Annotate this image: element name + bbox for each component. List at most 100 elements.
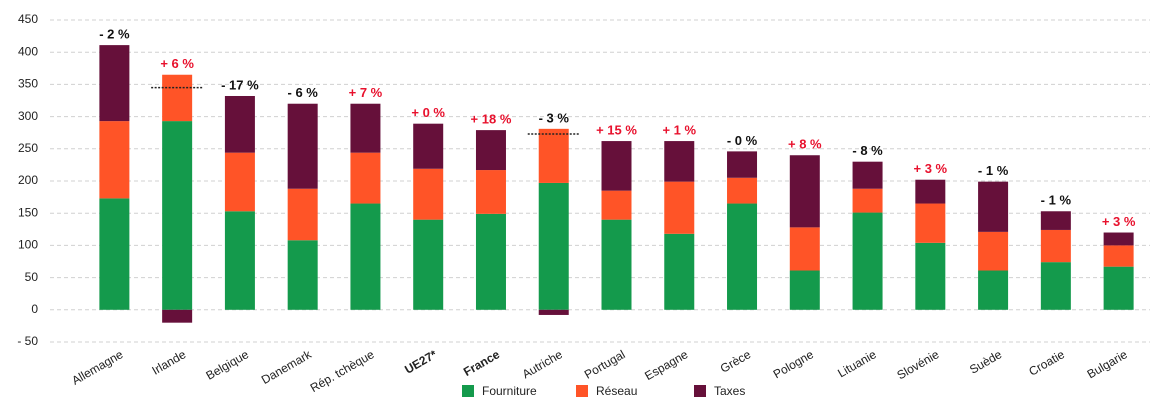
bar-segment	[727, 151, 758, 178]
y-tick-label: 50	[25, 270, 39, 284]
bar-segment	[538, 182, 569, 310]
x-tick-label: Suède	[967, 347, 1004, 377]
y-tick-label: 400	[18, 44, 38, 58]
bar-segment	[287, 103, 318, 189]
y-tick-label: 0	[31, 302, 38, 316]
bar-segment	[1040, 229, 1071, 263]
y-tick-label: 200	[18, 173, 38, 187]
x-tick-label: Irlande	[149, 347, 188, 378]
bar-annotation: - 8 %	[852, 143, 883, 158]
bar-annotation: + 3 %	[914, 161, 948, 176]
bar-segment	[1103, 232, 1134, 246]
bar-segment	[538, 309, 569, 315]
bar-annotation: - 3 %	[539, 110, 570, 125]
bar-segment	[224, 95, 255, 153]
x-tick-label: Croatie	[1026, 347, 1067, 379]
legend-swatch	[576, 385, 588, 397]
legend-label: Fourniture	[482, 384, 537, 398]
bar-segment	[475, 130, 506, 171]
x-tick-label: UE27*	[402, 347, 439, 377]
x-tick-label: Danemark	[259, 347, 315, 387]
bar-segment	[978, 270, 1009, 310]
bar-segment	[413, 123, 444, 169]
bar-segment	[538, 128, 569, 183]
x-tick-label: Allemagne	[69, 347, 125, 388]
y-tick-label: 350	[18, 77, 38, 91]
bar-segment	[1103, 245, 1134, 267]
x-tick-label: France	[461, 347, 502, 379]
bar-annotation: - 2 %	[99, 27, 130, 42]
bar-segment	[99, 45, 130, 122]
bar-segment	[915, 242, 946, 310]
bar-segment	[99, 121, 130, 199]
x-tick-label: Belgique	[204, 347, 252, 383]
bar-segment	[475, 170, 506, 214]
legend-label: Réseau	[596, 384, 637, 398]
x-tick-label: Portugal	[582, 347, 628, 381]
bar-segment	[915, 179, 946, 204]
bar-annotation: + 1 %	[662, 123, 696, 138]
bar-segment	[789, 155, 820, 228]
bar-annotation: + 18 %	[471, 112, 512, 127]
x-tick-label: Bulgarie	[1085, 347, 1130, 381]
bar-segment	[789, 227, 820, 271]
bar-segment	[350, 203, 381, 310]
x-tick-label: Pologne	[771, 347, 816, 381]
bar-annotation: + 15 %	[596, 123, 637, 138]
bar-annotation: + 7 %	[349, 85, 383, 100]
bar-segment	[162, 121, 193, 310]
bar-segment	[350, 152, 381, 204]
bar-segment	[601, 219, 632, 310]
bar-segment	[162, 74, 193, 122]
x-tick-label: Espagne	[642, 347, 690, 383]
bar-segment	[287, 188, 318, 241]
y-tick-label: - 50	[17, 334, 38, 348]
bar-annotation: + 8 %	[788, 137, 822, 152]
legend-swatch	[694, 385, 706, 397]
y-tick-label: 150	[18, 205, 38, 219]
legend-label: Taxes	[714, 384, 745, 398]
y-tick-label: 250	[18, 141, 38, 155]
bar-segment	[162, 309, 193, 323]
x-tick-label: Grèce	[718, 347, 754, 376]
bar-segment	[727, 203, 758, 310]
bar-segment	[978, 231, 1009, 271]
bar-segment	[852, 161, 883, 189]
x-tick-label: Rép. tchèque	[308, 347, 377, 395]
bar-annotation: + 0 %	[411, 105, 445, 120]
y-tick-label: 300	[18, 109, 38, 123]
bar-segment	[789, 270, 820, 310]
bar-segment	[350, 103, 381, 153]
bar-segment	[413, 219, 444, 310]
bar-segment	[224, 211, 255, 310]
bar-segment	[1040, 211, 1071, 230]
bar-segment	[224, 152, 255, 212]
y-tick-label: 100	[18, 238, 38, 252]
x-tick-label: Lituanie	[835, 347, 879, 380]
bar-segment	[664, 141, 695, 182]
bar-segment	[475, 213, 506, 310]
bar-segment	[978, 181, 1009, 232]
y-tick-label: 450	[18, 12, 38, 26]
bar-annotation: - 6 %	[288, 85, 319, 100]
bar-annotation: - 1 %	[978, 163, 1009, 178]
bar-segment	[413, 168, 444, 220]
bar-segment	[852, 188, 883, 213]
bar-annotation: + 6 %	[160, 56, 194, 71]
bar-segment	[664, 181, 695, 234]
bar-segment	[664, 233, 695, 310]
bar-segment	[287, 240, 318, 310]
x-tick-label: Slovénie	[895, 347, 942, 382]
bar-annotation: - 17 %	[221, 77, 259, 92]
bar-segment	[601, 141, 632, 191]
bar-annotation: - 0 %	[727, 133, 758, 148]
bar-segment	[601, 190, 632, 220]
bar-segment	[1103, 266, 1134, 310]
bar-segment	[1040, 262, 1071, 310]
bar-annotation: + 3 %	[1102, 214, 1136, 229]
bar-segment	[99, 198, 130, 310]
bar-segment	[852, 212, 883, 310]
bar-segment	[727, 177, 758, 204]
legend-swatch	[462, 385, 474, 397]
